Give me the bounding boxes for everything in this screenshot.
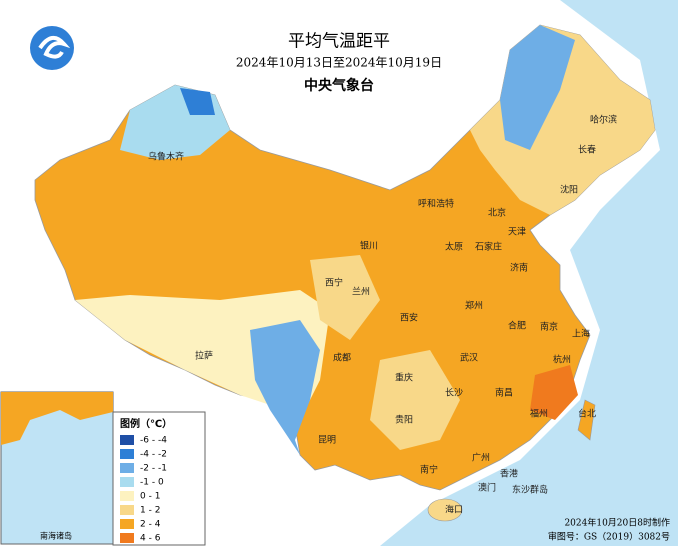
city: 石家庄	[475, 241, 502, 253]
city: 西安	[400, 312, 418, 324]
city: 广州	[472, 452, 490, 464]
cold-area-northeast	[500, 25, 575, 150]
taiwan	[577, 399, 596, 441]
legend-title: 图例（℃）	[120, 417, 172, 430]
legend-swatch	[120, 449, 134, 459]
city: 沈阳	[560, 184, 578, 196]
legend-label: -2 - -1	[140, 464, 167, 474]
mild-area-south	[370, 350, 460, 450]
legend-label: -1 - 0	[140, 478, 164, 488]
city: 太原	[445, 241, 463, 253]
city: 乌鲁木齐	[148, 151, 184, 163]
legend: 图例（℃） -6 - -4 -4 - -2 -2 - -1 -1 - 0 0 - 1 1 …	[112, 411, 206, 546]
city: 贵阳	[395, 414, 413, 426]
city: 合肥	[508, 320, 526, 332]
city: 呼和浩特	[418, 198, 454, 210]
city: 银川	[360, 240, 378, 252]
city: 长春	[578, 144, 596, 156]
city: 重庆	[395, 372, 413, 384]
city: 长沙	[445, 387, 463, 399]
org: 中央气象台	[304, 77, 374, 94]
legend-label: 2 - 4	[140, 520, 161, 530]
city: 上海	[572, 328, 590, 340]
legend-label: 1 - 2	[140, 506, 160, 516]
city: 南昌	[495, 387, 513, 399]
city: 台北	[578, 408, 596, 420]
city: 澳门	[478, 482, 496, 494]
city: 武汉	[460, 352, 478, 364]
legend-label: -6 - -4	[140, 436, 167, 446]
city: 南京	[540, 321, 558, 333]
city: 天津	[508, 227, 526, 238]
legend-swatch	[120, 505, 134, 515]
hainan	[427, 498, 463, 522]
city: 西宁	[325, 277, 343, 289]
city: 杭州	[553, 354, 571, 366]
city: 南宁	[420, 464, 438, 476]
legend-swatch	[120, 477, 134, 487]
city: 拉萨	[195, 350, 213, 362]
city: 兰州	[352, 286, 370, 298]
city: 哈尔滨	[590, 114, 617, 126]
cold-core-xinjiang	[180, 88, 215, 115]
subtitle: 2024年10月13日至2024年10月19日	[236, 56, 442, 70]
city: 东沙群岛	[512, 484, 548, 496]
inset-map: 南海诸岛	[0, 391, 114, 545]
inset-label: 南海诸岛	[40, 531, 72, 541]
city: 海口	[445, 504, 463, 516]
logo-mark	[38, 36, 71, 59]
inset-land	[1, 392, 113, 445]
legend-label: -4 - -2	[140, 450, 167, 460]
city: 昆明	[318, 435, 336, 446]
legend-swatch	[120, 463, 134, 473]
footer-date: 2024年10月20日8时制作	[564, 517, 670, 529]
legend-swatch	[120, 435, 134, 445]
legend-swatch	[120, 519, 134, 529]
legend-label: 0 - 1	[140, 492, 160, 502]
city-labels: 乌鲁木齐 哈尔滨 长春 沈阳 呼和浩特 北京 天津 石家庄 太原 济南 银川 西…	[148, 114, 617, 516]
city: 郑州	[465, 300, 483, 312]
legend-swatch	[120, 491, 134, 501]
cold-area-southwest	[250, 320, 320, 455]
mild-area-qinghai	[310, 255, 380, 340]
hot-area-east	[530, 365, 578, 420]
city: 成都	[333, 352, 351, 364]
city: 济南	[510, 262, 528, 274]
city: 北京	[488, 207, 506, 219]
legend-swatch	[120, 533, 134, 543]
footer-approval: 审图号：GS（2019）3082号	[548, 531, 670, 543]
city: 香港	[500, 468, 518, 480]
ocean	[380, 0, 678, 546]
legend-label: 4 - 6	[140, 534, 161, 544]
title: 平均气温距平	[288, 32, 390, 52]
city: 福州	[530, 408, 548, 420]
